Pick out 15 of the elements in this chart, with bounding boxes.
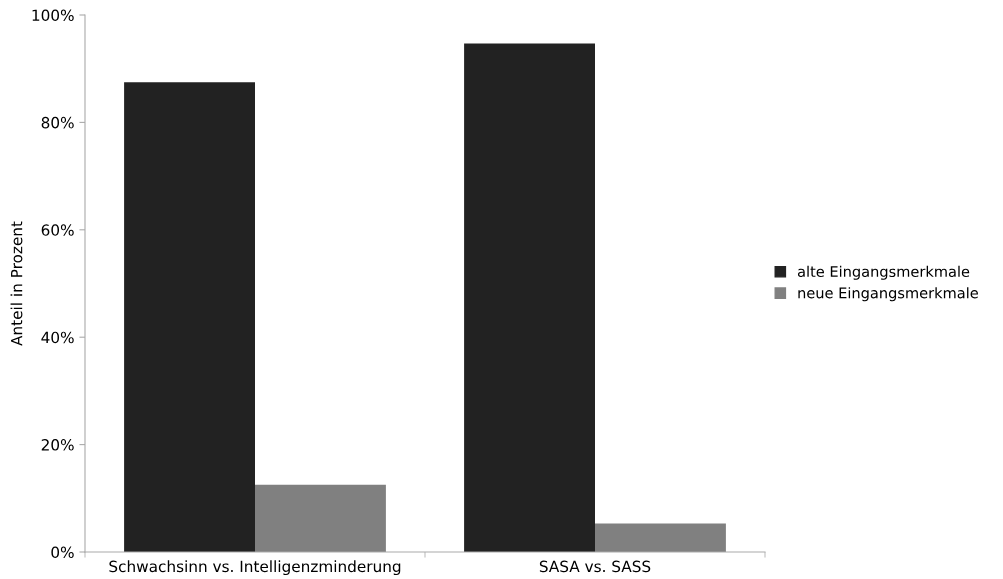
bar [464,43,595,552]
x-tick-label: SASA vs. SASS [539,560,651,573]
bar [595,523,726,552]
bar [124,82,255,552]
legend-label: neue Eingangsmerkmale [798,287,978,302]
y-tick-label: 0% [51,546,74,559]
bar [255,484,386,552]
y-tick-label: 20% [41,439,74,451]
y-axis-title: Anteil in Prozent [10,221,23,346]
y-tick-label: 40% [41,331,74,344]
y-tick-label: 80% [41,116,74,129]
y-tick-label: 60% [41,224,74,236]
y-tick-label: 100% [32,9,74,22]
legend-label: alte Eingangsmerkmale [797,265,970,280]
x-tick-label: Schwachsinn vs. Intelligenzminderung [109,560,401,576]
